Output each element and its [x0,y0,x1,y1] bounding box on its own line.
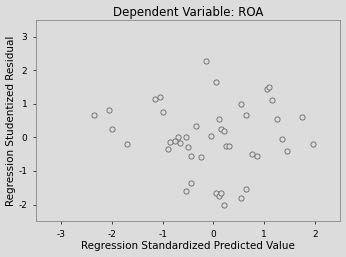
Point [185,145,191,150]
Point [224,144,229,148]
Point [279,137,285,141]
Point [213,80,219,84]
Point [226,144,231,148]
Point [157,95,163,99]
Point [218,127,224,131]
Point [244,113,249,117]
Point [188,154,193,158]
Point [264,87,270,91]
Point [177,141,183,145]
Y-axis label: Regression Studentized Residual: Regression Studentized Residual [6,35,16,206]
Point [165,147,171,151]
Point [183,135,188,139]
Point [216,194,221,198]
Point [239,102,244,106]
Point [109,127,115,131]
Point [208,134,214,138]
Point [216,117,221,121]
Point [203,59,209,63]
Point [266,85,272,89]
Point [193,124,199,128]
Point [274,117,280,121]
Point [244,187,249,191]
Point [221,128,226,133]
Point [310,142,315,146]
Point [175,135,181,139]
Point [152,97,158,101]
Point [160,110,165,114]
Point [173,139,178,143]
Point [300,115,305,119]
X-axis label: Regression Standardized Predicted Value: Regression Standardized Predicted Value [81,241,295,251]
Point [249,152,254,156]
Point [239,196,244,200]
Title: Dependent Variable: ROA: Dependent Variable: ROA [113,6,263,19]
Point [183,189,188,193]
Point [221,203,226,207]
Point [167,140,173,144]
Point [284,149,290,153]
Point [198,155,203,160]
Point [107,108,112,113]
Point [91,113,97,117]
Point [188,181,193,185]
Point [213,191,219,195]
Point [124,142,130,146]
Point [218,191,224,195]
Point [254,154,260,158]
Point [269,98,275,103]
